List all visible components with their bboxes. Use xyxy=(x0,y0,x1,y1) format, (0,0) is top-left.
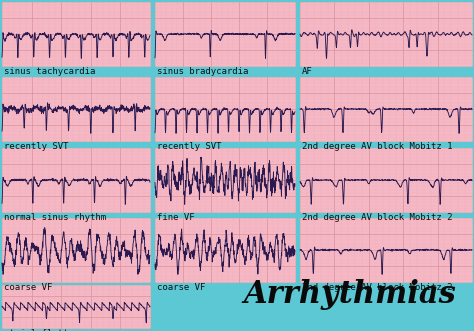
Bar xyxy=(300,77,472,141)
Bar xyxy=(300,218,472,282)
Text: recently SVT: recently SVT xyxy=(4,142,69,151)
Text: coarse VF: coarse VF xyxy=(157,283,205,292)
Text: recently SVT: recently SVT xyxy=(157,142,221,151)
Text: 2nd degree AV block Mobitz 1: 2nd degree AV block Mobitz 1 xyxy=(302,142,453,151)
Bar xyxy=(300,148,472,212)
Text: coarse VF: coarse VF xyxy=(4,283,52,292)
Bar xyxy=(2,2,150,66)
Text: 2nd degree AV block Mobitz 2: 2nd degree AV block Mobitz 2 xyxy=(302,213,453,222)
Bar xyxy=(155,2,295,66)
Text: AF: AF xyxy=(302,67,313,76)
Text: sinus tachycardia: sinus tachycardia xyxy=(4,67,95,76)
Bar xyxy=(155,77,295,141)
Bar xyxy=(300,2,472,66)
Bar xyxy=(2,77,150,141)
Bar xyxy=(2,148,150,212)
Text: atrial flutter: atrial flutter xyxy=(4,329,79,331)
Text: 2nd degree AV block Mobitz 2: 2nd degree AV block Mobitz 2 xyxy=(302,283,453,292)
Bar xyxy=(155,218,295,282)
Bar xyxy=(2,218,150,282)
Bar xyxy=(155,148,295,212)
Bar xyxy=(2,285,150,328)
Text: normal sinus rhythm: normal sinus rhythm xyxy=(4,213,106,222)
Text: Arrhythmias: Arrhythmias xyxy=(244,279,456,310)
Text: fine VF: fine VF xyxy=(157,213,195,222)
Text: sinus bradycardia: sinus bradycardia xyxy=(157,67,248,76)
